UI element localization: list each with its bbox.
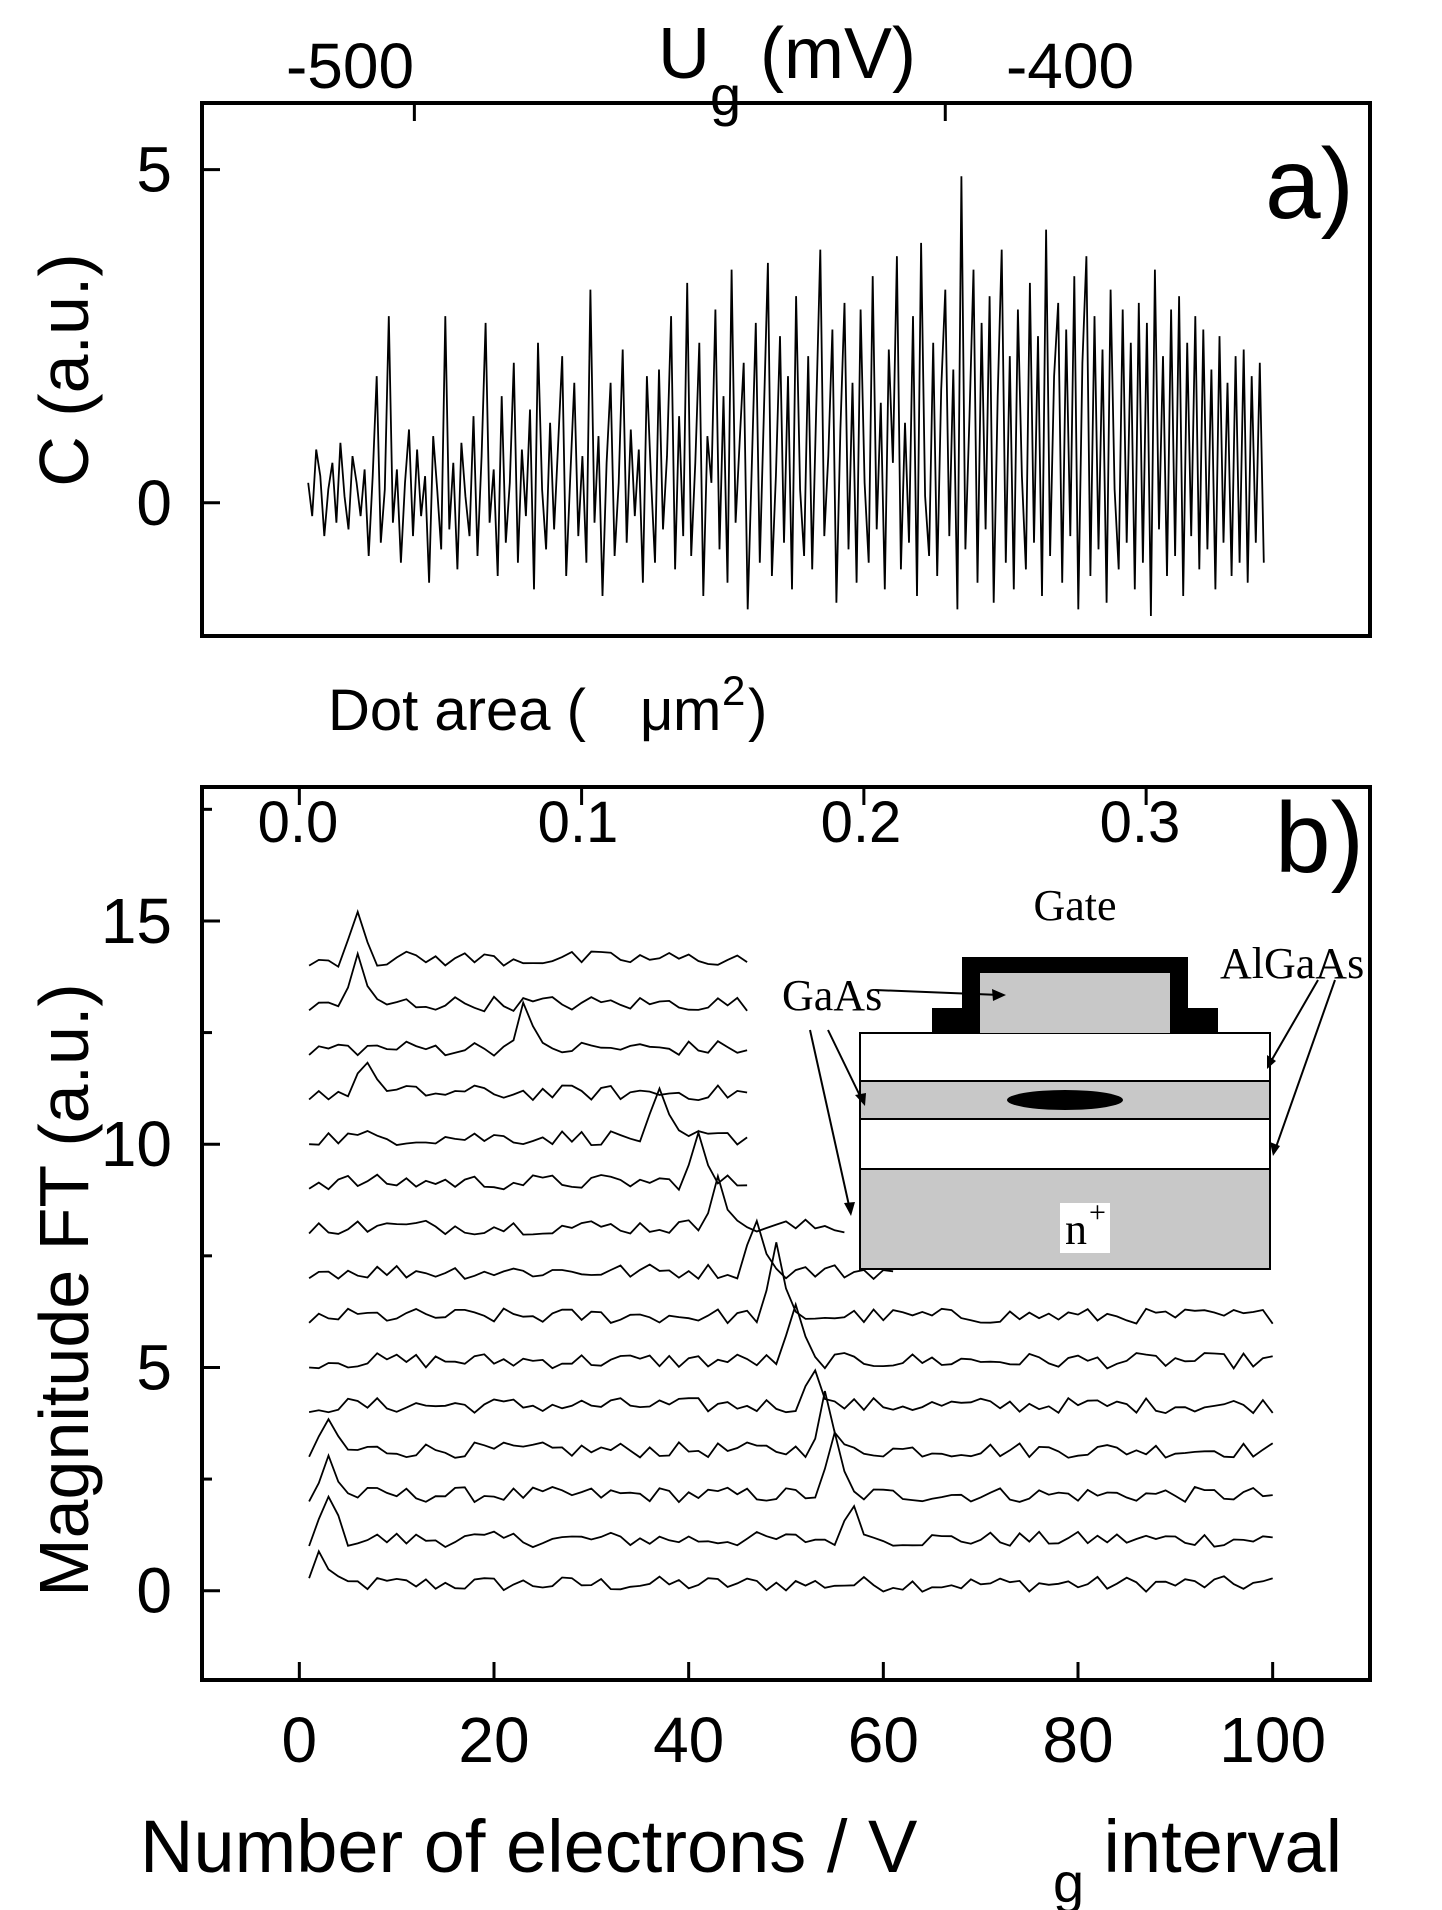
panel-a-top-tick-minus500: -500 [286,30,414,102]
panel-b-ft-trace-8 [308,1172,845,1236]
panel-b-ft-trace-0 [308,1549,1273,1593]
panel-a-series-group [307,176,1265,617]
panel-b-x-axis-label-main: Number of electrons / V [140,1805,918,1888]
panel-a-y-axis-label: C (a.u.) [25,253,103,486]
panel-b-x-tick-label: 100 [1219,1704,1326,1776]
panel-a-label: a) [1265,128,1354,240]
panel-b-y-axis-label: Magnitude FT (a.u.) [25,983,103,1596]
panel-b-frame [200,785,1372,1682]
panel-a-top-tick-marks [412,103,947,121]
inset-n-plus-label: n [1065,1205,1087,1254]
inset-arrowheads [844,989,1280,1216]
panel-b-ft-trace-2 [308,1428,1273,1504]
panel-b-x-axis-label-tail: interval [1083,1805,1342,1888]
panel-b-top-axis-label-m: m [673,678,721,743]
panel-a-y-ticks: 05 [136,134,220,539]
panel-b-x-axis-label: Number of electrons / V g interval [140,1805,1342,1910]
panel-b-y-tick-label: 15 [101,885,172,957]
panel-b-series-group [308,908,1274,1593]
panel-b-top-tick-0-2: 0.2 [821,790,902,855]
panel-a-top-axis-label-unit: (mV) [740,14,916,94]
panel-b-ft-trace-1 [308,1494,1273,1549]
panel-a-y-tick-label: 5 [136,134,172,206]
panel-b-ft-trace-4 [308,1368,1274,1415]
panel-b-top-axis-label-mu: μ [640,678,673,743]
panel-a-capacitance-trace [307,176,1265,617]
panel-b-ft-trace-6 [308,1242,1274,1325]
inset-n-plus-label-box [1060,1203,1110,1253]
panel-b-label: b) [1275,782,1364,894]
panel-b-ft-trace-7 [308,1218,894,1281]
panel-b-ticks: 0 20 40 60 80 100 0 5 10 15 [101,787,1326,1776]
panel-a-frame [200,101,1372,638]
panel-b-top-axis-label-close: ) [748,678,767,743]
panel-b-x-tick-label: 0 [282,1704,318,1776]
inset-layer-gaas-top [859,1032,1271,1082]
panel-b-x-axis-label-sub: g [1053,1851,1084,1910]
panel-b-y-tick-label: 10 [101,1108,172,1180]
panel-a-top-tick-minus400: -400 [1006,30,1134,102]
inset-layer-algaas-barrier [859,1118,1271,1170]
panel-b-x-tick-label: 20 [458,1704,529,1776]
panel-b-ft-trace-10 [309,1085,748,1147]
panel-b-top-axis-label-sup: 2 [722,667,745,714]
panel-b-x-tick-label: 80 [1042,1704,1113,1776]
panel-b-ft-trace-12 [308,999,748,1057]
panel-b-top-axis-label-main: Dot area ( [328,678,586,743]
panel-a-top-axis-label: U g (mV) [658,14,916,127]
panel-b-ft-trace-11 [308,1061,748,1102]
panel-b-ft-trace-9 [308,1129,748,1192]
panel-a-top-axis-label-sub: g [710,64,741,127]
inset-gaas-label: GaAs [782,971,882,1020]
inset-n-plus-sup: + [1089,1196,1106,1229]
panel-a: -500 -400 U g (mV) a) 05 C (a.u.) [25,14,1372,638]
inset-gate-label: Gate [1033,881,1116,930]
panel-b-ft-trace-5 [309,1301,1273,1371]
inset-electron-dot [1007,1090,1123,1110]
panel-b-top-axis-label: Dot area ( μ m 2 ) [328,667,767,743]
inset-algaas-label: AlGaAs [1220,939,1364,988]
panel-a-top-axis-label-u: U [658,14,710,94]
panel-b-y-tick-label: 5 [136,1331,172,1403]
inset-gate-gaas-cap [980,973,1170,1033]
inset-schematic: n + Gate AlGaAs GaAs [782,881,1364,1270]
panel-b-top-tick-0-1: 0.1 [538,790,619,855]
panel-b-ft-trace-13 [308,950,748,1013]
panel-b-ft-trace-3 [308,1390,1274,1459]
panel-b-top-tick-0-3: 0.3 [1100,790,1181,855]
panel-b-y-tick-label: 0 [136,1555,172,1627]
panel-a-y-tick-label: 0 [136,467,172,539]
panel-b-ft-trace-14 [308,908,748,969]
panel-b-x-tick-label: 60 [848,1704,919,1776]
panel-b-x-tick-label: 40 [653,1704,724,1776]
inset-arrows [809,979,1336,1211]
